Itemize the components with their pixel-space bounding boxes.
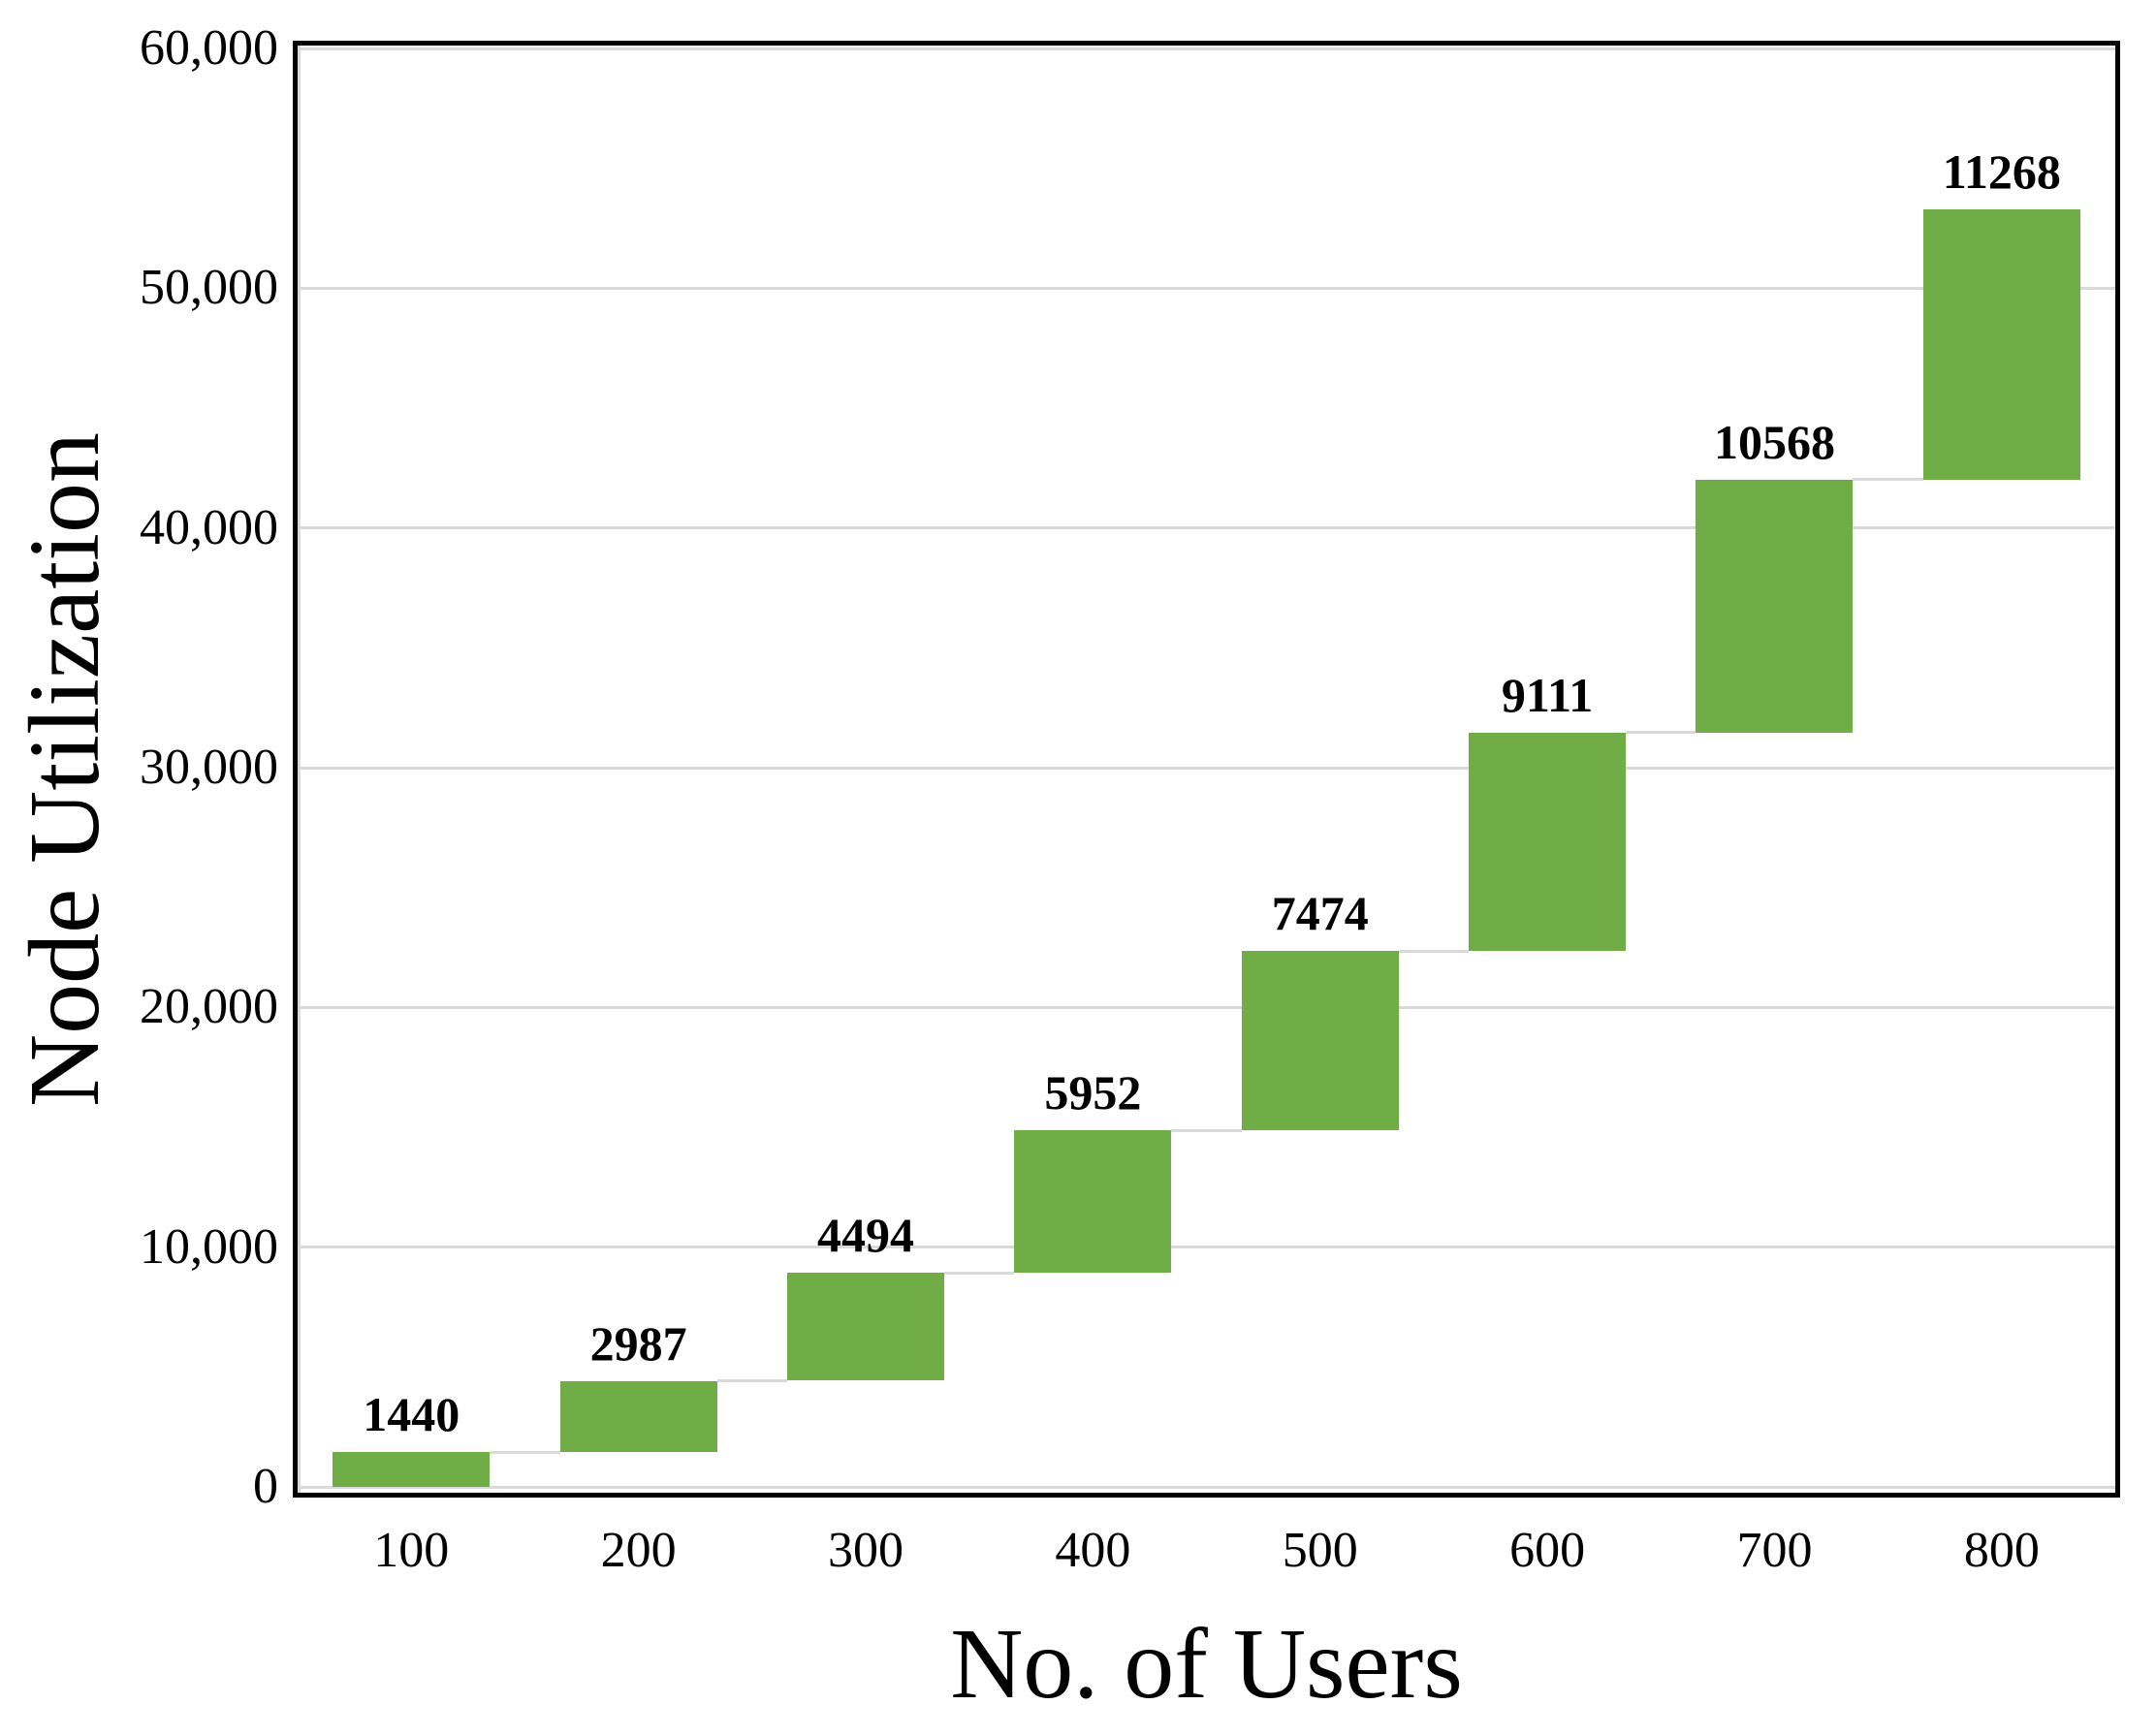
waterfall-connector [1626,731,1696,735]
bar-value-label: 7474 [1271,886,1369,941]
gridline-20000 [298,1005,2115,1009]
waterfall-connector [1853,478,1923,482]
bar-value-label: 1440 [363,1387,460,1442]
bar-600 [1469,732,1627,952]
bar-value-label: 2987 [589,1315,687,1371]
x-tick-300: 300 [827,1523,904,1578]
x-tick-800: 800 [1963,1523,2040,1578]
y-tick-20000: 20,000 [140,979,278,1035]
y-tick-10000: 10,000 [140,1218,278,1275]
y-tick-30000: 30,000 [140,740,278,795]
x-axis-title: No. of Users [950,1608,1463,1720]
bar-700 [1696,479,1854,733]
bar-value-label: 4494 [816,1208,914,1263]
waterfall-connector [716,1379,787,1382]
plot-area: 1440 2987 4494 5952 7474 9111 10568 11268 [293,41,2120,1498]
bar-value-label: 11268 [1942,143,2061,199]
bar-value-label: 5952 [1044,1065,1142,1121]
bar-value-label: 9111 [1501,667,1594,722]
y-axis-line [298,46,301,1493]
gridline-40000 [298,526,2115,530]
gridline-60000 [298,47,2115,50]
bar-400 [1014,1130,1172,1274]
y-tick-50000: 50,000 [140,260,278,316]
gridline-0 [298,1485,2115,1489]
x-tick-700: 700 [1736,1523,1813,1578]
bar-value-label: 10568 [1713,414,1835,469]
gridline-10000 [298,1246,2115,1249]
x-tick-500: 500 [1282,1523,1358,1578]
x-tick-100: 100 [373,1523,450,1578]
waterfall-connector [1398,949,1470,953]
y-tick-40000: 40,000 [140,499,278,555]
gridline-30000 [298,766,2115,770]
y-tick-60000: 60,000 [140,20,278,76]
waterfall-connector [490,1450,560,1454]
bar-100 [333,1452,491,1487]
gridline-50000 [298,286,2115,290]
bar-300 [786,1273,944,1381]
x-tick-400: 400 [1055,1523,1131,1578]
bar-200 [559,1380,717,1453]
bar-800 [1922,208,2080,480]
bar-500 [1241,951,1399,1131]
x-tick-600: 600 [1509,1523,1586,1578]
waterfall-connector [943,1271,1015,1275]
y-tick-0: 0 [253,1459,278,1514]
waterfall-connector [1171,1128,1242,1132]
x-tick-200: 200 [600,1523,677,1578]
